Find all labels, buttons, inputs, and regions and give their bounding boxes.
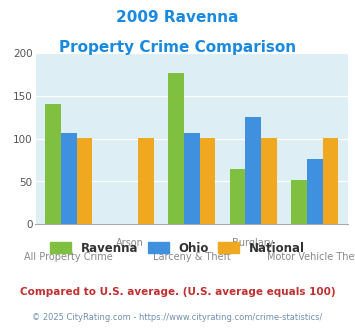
Bar: [138, 138, 154, 224]
Text: Burglary: Burglary: [233, 238, 274, 248]
Bar: [230, 169, 245, 224]
Bar: [184, 133, 200, 224]
Text: Motor Vehicle Theft: Motor Vehicle Theft: [267, 252, 355, 262]
Bar: [61, 133, 77, 224]
Bar: [77, 138, 92, 224]
Text: All Property Crime: All Property Crime: [24, 252, 113, 262]
Text: 2009 Ravenna: 2009 Ravenna: [116, 10, 239, 25]
Bar: [168, 73, 184, 224]
Bar: [323, 138, 338, 224]
Text: © 2025 CityRating.com - https://www.cityrating.com/crime-statistics/: © 2025 CityRating.com - https://www.city…: [32, 314, 323, 322]
Bar: [261, 138, 277, 224]
Bar: [307, 159, 323, 224]
Text: Arson: Arson: [116, 238, 144, 248]
Text: Larceny & Theft: Larceny & Theft: [153, 252, 231, 262]
Bar: [45, 104, 61, 224]
Bar: [200, 138, 215, 224]
Bar: [291, 180, 307, 224]
Text: Compared to U.S. average. (U.S. average equals 100): Compared to U.S. average. (U.S. average …: [20, 287, 335, 297]
Text: Property Crime Comparison: Property Crime Comparison: [59, 40, 296, 54]
Bar: [245, 117, 261, 224]
Legend: Ravenna, Ohio, National: Ravenna, Ohio, National: [50, 242, 305, 255]
